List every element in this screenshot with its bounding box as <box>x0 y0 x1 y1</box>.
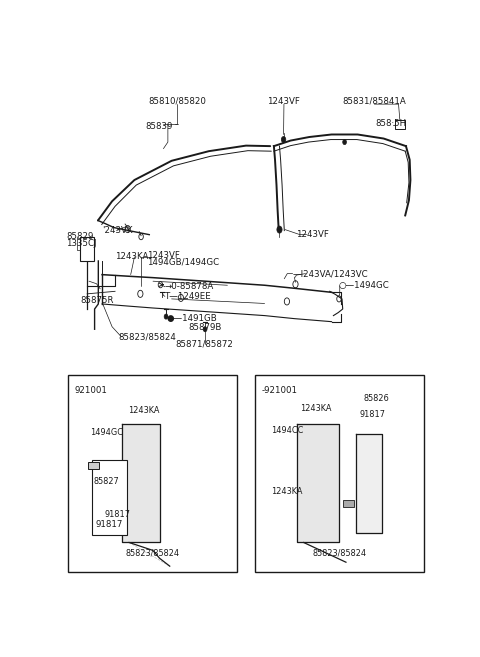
Text: →0-85878A: →0-85878A <box>165 283 214 291</box>
Polygon shape <box>122 424 159 543</box>
Bar <box>395 120 405 129</box>
Text: 1335CJ: 1335CJ <box>66 238 97 248</box>
Polygon shape <box>356 434 382 533</box>
Text: 85823/85824: 85823/85824 <box>312 549 366 558</box>
Text: 1243VF: 1243VF <box>296 230 329 239</box>
Circle shape <box>343 139 347 145</box>
Text: 91817: 91817 <box>360 410 385 419</box>
Text: 85879B: 85879B <box>188 323 222 332</box>
Text: 85823/85824: 85823/85824 <box>119 332 177 342</box>
Text: 921001: 921001 <box>75 386 108 395</box>
Text: ●—1491GB: ●—1491GB <box>166 313 217 323</box>
Text: 91817: 91817 <box>95 520 123 529</box>
Text: —I243VA/1243VC: —I243VA/1243VC <box>292 269 368 278</box>
Polygon shape <box>297 424 339 543</box>
Text: 1494GC: 1494GC <box>90 428 123 436</box>
Text: 85826: 85826 <box>363 394 389 403</box>
Text: 85871/85872: 85871/85872 <box>175 340 233 348</box>
Text: 1243KA: 1243KA <box>128 406 160 415</box>
Circle shape <box>277 226 282 233</box>
Text: ○—1494GC: ○—1494GC <box>338 281 389 290</box>
Text: 1243KA: 1243KA <box>300 404 332 413</box>
Text: -921001: -921001 <box>261 386 297 395</box>
Bar <box>80 237 94 261</box>
Text: 1494CC: 1494CC <box>272 426 304 434</box>
Text: T—1249EE: T—1249EE <box>165 292 212 301</box>
Bar <box>88 462 99 470</box>
Bar <box>343 500 354 507</box>
Text: 85839: 85839 <box>145 122 172 131</box>
Text: 85827: 85827 <box>94 477 119 486</box>
Bar <box>68 374 238 572</box>
Text: 85823/85824: 85823/85824 <box>126 549 180 558</box>
Text: 1494GB/1494GC: 1494GB/1494GC <box>147 258 219 267</box>
Text: 85831/85841A: 85831/85841A <box>342 97 406 106</box>
Bar <box>92 460 127 535</box>
Text: 1243VF: 1243VF <box>147 251 180 260</box>
Circle shape <box>281 137 286 143</box>
Text: 85810/85820: 85810/85820 <box>148 97 206 106</box>
Text: 1243KA: 1243KA <box>115 252 148 261</box>
Circle shape <box>164 314 168 319</box>
Text: 85875R: 85875R <box>81 296 114 306</box>
Circle shape <box>203 327 207 332</box>
Text: 1243VF: 1243VF <box>267 97 300 106</box>
Text: '243VK: '243VK <box>102 226 132 235</box>
Text: 1243KA: 1243KA <box>272 487 303 495</box>
Text: 858·5H: 858·5H <box>375 119 406 128</box>
Bar <box>254 374 424 572</box>
Text: 85829: 85829 <box>66 232 94 241</box>
Text: 91817: 91817 <box>104 510 130 520</box>
